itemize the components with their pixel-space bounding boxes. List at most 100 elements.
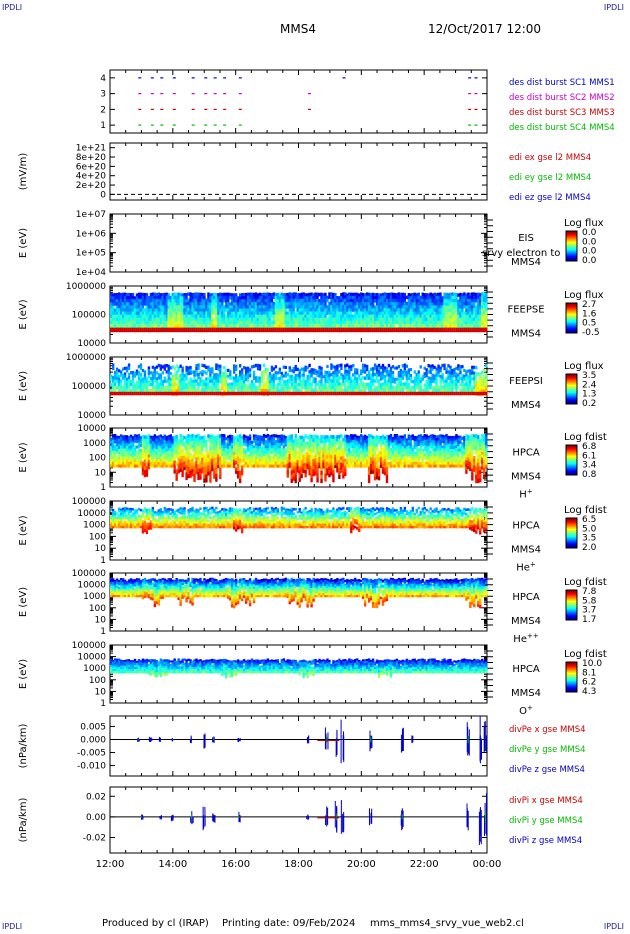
spectro-cell-feepsi — [262, 385, 266, 390]
spectro-redline-feepsi — [453, 391, 456, 396]
spectro-cell-feepsi — [262, 369, 266, 374]
spectro-cell-feepsi — [155, 371, 159, 375]
spectro-cell-feepse — [467, 311, 470, 315]
spectro-cell-feepse — [225, 292, 228, 297]
spectro-cell-feepse — [342, 295, 345, 299]
spectro-cell-feepsi — [409, 388, 412, 393]
spectro-cell-feepse — [157, 314, 161, 318]
spectro-cell-feepsi — [221, 371, 224, 375]
spectro-cell-feepsi — [213, 376, 216, 380]
spectro-cell-feepse — [463, 317, 466, 322]
colorbar-tick-hpca_h: 6.1 — [582, 451, 596, 461]
spectro-cell-feepse — [399, 295, 403, 300]
spectro-cell-feepsi — [280, 383, 284, 387]
spectro-cell-feepse — [375, 323, 379, 328]
spectro-cell-feepse — [145, 302, 149, 306]
spectro-cell-feepse — [346, 314, 349, 319]
spectro-cell-feepsi — [413, 370, 416, 374]
spectro-cell-feepse — [417, 314, 420, 318]
spectro-cell-feepsi — [340, 366, 343, 371]
spectro-cell-feepse — [278, 311, 282, 316]
spectro-cell-feepsi — [266, 374, 270, 378]
spectro-cell-feepsi — [240, 380, 244, 384]
spectro-redline-feepsi — [199, 391, 202, 396]
spectro-redline-feepse — [276, 327, 280, 333]
spectro-cell-feepsi — [312, 380, 315, 384]
spectro-cell-feepse — [328, 301, 331, 306]
spectro-cell-feepse — [413, 323, 416, 328]
spectro-cell-feepse — [143, 296, 147, 300]
spectro-cell-feepsi — [439, 366, 442, 370]
spectro-cell-feepsi — [256, 376, 260, 380]
spectro-cell-feepse — [286, 299, 289, 303]
spectro-cell-feepse — [123, 323, 127, 328]
colorbar-step-feepse — [566, 317, 577, 319]
spectro-cell-feepse — [449, 311, 452, 316]
spectro-redline-feepsi — [129, 391, 133, 396]
spectro-cell-feepsi — [308, 388, 311, 393]
header-datetime: 12/Oct/2017 12:00 — [428, 22, 542, 36]
spectro-cell-feepsi — [201, 385, 204, 389]
colorbar-step-feepsi — [566, 400, 577, 402]
spectro-cell-feepsi — [264, 388, 268, 393]
spectro-cell-feepse — [318, 302, 321, 306]
spectro-cell-feepsi — [213, 382, 216, 386]
spectro-cell-feepse — [375, 296, 379, 300]
spectro-cell-feepsi — [383, 380, 387, 384]
spectro-cell-feepse — [344, 320, 347, 325]
spectro-cell-feepse — [467, 317, 470, 322]
spectro-cell-feepsi — [195, 388, 198, 393]
spectro-cell-feepsi — [159, 379, 162, 383]
spectro-redline-feepsi — [256, 391, 260, 396]
colorbar-step-hpca_h — [566, 450, 577, 452]
spectro-cell-feepse — [437, 308, 440, 312]
spectro-cell-feepse — [173, 295, 176, 300]
spectro-cell-feepse — [187, 308, 190, 312]
spectro-cell-feepse — [260, 314, 264, 319]
spectro-cell-feepsi — [449, 385, 452, 390]
spectro-cell-feepse — [266, 320, 270, 325]
spectro-cell-feepsi — [463, 388, 466, 393]
spectro-cell-feepsi — [133, 374, 137, 378]
spectro-cell-feepse — [451, 318, 454, 322]
spectro-cell-feepse — [139, 302, 143, 306]
spectro-cell-feepse — [445, 318, 448, 322]
spectro-cell-feepse — [312, 296, 315, 300]
spectro-cell-feepse — [340, 311, 343, 316]
colorbar-frame-eis — [565, 230, 578, 262]
spectro-cell-feepse — [401, 317, 405, 322]
spectro-cell-feepse — [157, 298, 161, 303]
spectro-cell-feepsi — [185, 374, 188, 378]
spectro-cell-feepsi — [290, 380, 293, 384]
spectro-cell-feepse — [286, 317, 289, 322]
spectro-cell-feepsi — [197, 376, 200, 380]
spectro-cell-feepsi — [179, 388, 182, 393]
spectro-redline-feepse — [139, 327, 143, 333]
spectro-cell-feepsi — [352, 385, 355, 389]
spectro-cell-feepse — [320, 320, 323, 325]
spectro-cell-feepsi — [131, 376, 135, 381]
spectro-cell-feepse — [185, 323, 188, 328]
spectro-cell-feepse — [405, 320, 409, 325]
spectro-cell-feepsi — [157, 382, 161, 386]
spectro-cell-feepse — [282, 311, 286, 316]
spectro-redline-feepse — [179, 327, 182, 333]
spectro-cell-feepse — [231, 314, 234, 319]
spectro-cell-feepse — [318, 305, 321, 309]
spectro-cell-feepsi — [387, 376, 391, 380]
spectro-cell-feepse — [181, 318, 184, 322]
spectro-redline-feepsi — [111, 391, 115, 396]
spectro-cell-feepse — [391, 292, 395, 297]
spectro-cell-hpca_h — [110, 440, 113, 444]
spectro-cell-feepse — [240, 302, 244, 306]
spectro-cell-feepse — [361, 296, 365, 300]
spectro-redline-feepse — [262, 327, 266, 333]
spectro-cell-feepse — [397, 304, 401, 309]
spectro-redline-feepse — [399, 327, 403, 333]
spectro-cell-feepse — [193, 298, 196, 303]
spectro-cell-feepse — [161, 302, 164, 306]
spectro-cell-feepse — [356, 308, 359, 312]
spectro-cell-feepse — [381, 314, 385, 319]
spectro-cell-feepse — [252, 320, 256, 325]
spectro-cell-feepse — [316, 305, 319, 309]
